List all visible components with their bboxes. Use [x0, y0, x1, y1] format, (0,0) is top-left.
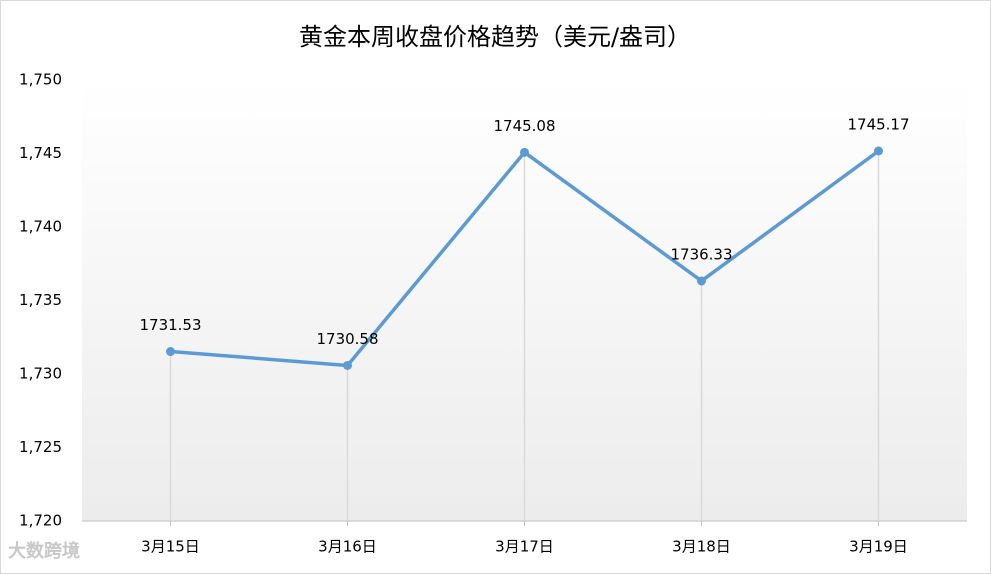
- x-tick-label: 3月19日: [849, 538, 908, 556]
- chart-title: 黄金本周收盘价格趋势（美元/盎司）: [299, 23, 691, 51]
- y-tick-label: 1,735: [19, 291, 62, 309]
- y-tick-label: 1,720: [19, 512, 62, 530]
- data-label: 1745.08: [493, 117, 555, 135]
- data-label: 1730.58: [316, 330, 378, 348]
- y-tick-label: 1,730: [19, 365, 62, 383]
- data-point: [343, 360, 352, 370]
- y-tick-label: 1,745: [19, 144, 62, 162]
- x-tick-label: 3月17日: [495, 538, 554, 556]
- x-tick-label: 3月15日: [141, 538, 200, 556]
- data-label: 1736.33: [670, 245, 732, 263]
- x-tick-label: 3月16日: [318, 538, 377, 556]
- data-point: [166, 347, 175, 357]
- y-tick-label: 1,740: [19, 218, 62, 236]
- x-tick-label: 3月18日: [672, 538, 731, 556]
- watermark: 大数跨境: [8, 540, 80, 562]
- y-tick-label: 1,725: [19, 438, 62, 456]
- data-label: 1745.17: [847, 116, 909, 134]
- y-tick-label: 1,750: [19, 71, 62, 89]
- data-label: 1731.53: [139, 316, 201, 334]
- data-point: [874, 146, 883, 156]
- data-point: [697, 276, 706, 286]
- data-point: [520, 147, 529, 157]
